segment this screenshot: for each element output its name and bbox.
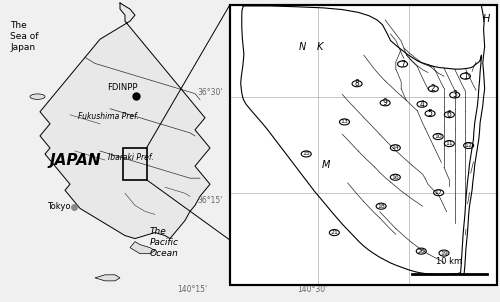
Text: 11: 11 <box>446 141 453 146</box>
Text: 7: 7 <box>400 59 405 69</box>
Text: M: M <box>322 160 330 170</box>
Text: 14: 14 <box>392 145 400 150</box>
Bar <box>230 5 497 285</box>
Text: Ibaraki Pref.: Ibaraki Pref. <box>108 153 153 162</box>
Text: 140°30': 140°30' <box>298 285 328 294</box>
Text: 20: 20 <box>418 249 425 254</box>
Text: 5: 5 <box>428 109 432 118</box>
Text: 1: 1 <box>463 72 468 81</box>
Text: Fukushima Pref.: Fukushima Pref. <box>78 112 138 121</box>
Polygon shape <box>130 242 155 254</box>
Text: 3: 3 <box>452 91 457 99</box>
Polygon shape <box>40 3 210 239</box>
Ellipse shape <box>30 94 45 99</box>
Text: 6: 6 <box>447 110 452 119</box>
Text: 12: 12 <box>464 143 472 148</box>
Text: N: N <box>298 42 306 52</box>
Text: 10: 10 <box>434 134 442 139</box>
Text: 19: 19 <box>440 251 448 255</box>
Bar <box>230 5 497 285</box>
Text: Tokyo: Tokyo <box>48 202 71 211</box>
Text: 9: 9 <box>382 98 388 107</box>
Text: 8: 8 <box>354 79 360 88</box>
Text: K: K <box>316 42 323 52</box>
Text: 36°30': 36°30' <box>197 88 222 97</box>
Text: The
Pacific
Ocean: The Pacific Ocean <box>150 226 179 258</box>
Text: 13: 13 <box>340 119 348 124</box>
Polygon shape <box>95 275 120 281</box>
Text: 16: 16 <box>392 175 399 180</box>
Text: H: H <box>483 14 490 24</box>
Text: FDINPP: FDINPP <box>108 83 138 92</box>
Text: 17: 17 <box>434 190 442 195</box>
Text: JAPAN: JAPAN <box>50 153 102 168</box>
Text: 18: 18 <box>378 204 385 209</box>
Text: 15: 15 <box>302 151 310 156</box>
Text: 21: 21 <box>330 230 338 235</box>
Text: 140°15': 140°15' <box>178 285 208 294</box>
Text: The
Sea of
Japan: The Sea of Japan <box>10 21 38 52</box>
Text: 10 km: 10 km <box>436 257 462 266</box>
Text: 36°15': 36°15' <box>197 196 222 205</box>
Bar <box>122 148 146 180</box>
Text: 4: 4 <box>420 100 424 109</box>
Text: 2: 2 <box>431 84 436 93</box>
